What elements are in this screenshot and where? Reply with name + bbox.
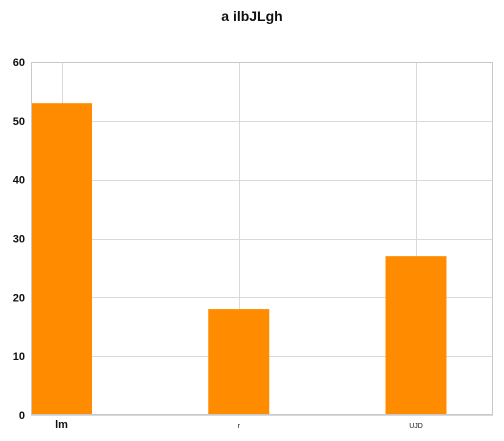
y-tick-label: 20 bbox=[13, 292, 25, 304]
plot-frame bbox=[31, 62, 493, 415]
y-tick-label: 50 bbox=[13, 116, 25, 128]
chart-title: a ilbJLgh bbox=[221, 8, 283, 24]
y-tick-label: 0 bbox=[19, 410, 25, 422]
bar-lm bbox=[31, 103, 92, 415]
y-tick-labels: 0 10 20 30 40 50 60 bbox=[13, 57, 25, 422]
x-tick-label: lm bbox=[55, 419, 68, 431]
axes-group bbox=[31, 62, 493, 415]
y-tick-label: 60 bbox=[13, 57, 25, 69]
y-tick-label: 10 bbox=[13, 351, 25, 363]
x-tick-label: r bbox=[238, 423, 241, 430]
y-tick-label: 40 bbox=[13, 175, 25, 187]
bars-group bbox=[31, 103, 447, 415]
x-tick-labels: lm r UJD bbox=[55, 419, 423, 431]
y-tick-label: 30 bbox=[13, 234, 25, 246]
bar-ujd bbox=[385, 256, 447, 415]
bar-r bbox=[208, 309, 270, 415]
x-tick-label: UJD bbox=[409, 423, 423, 430]
